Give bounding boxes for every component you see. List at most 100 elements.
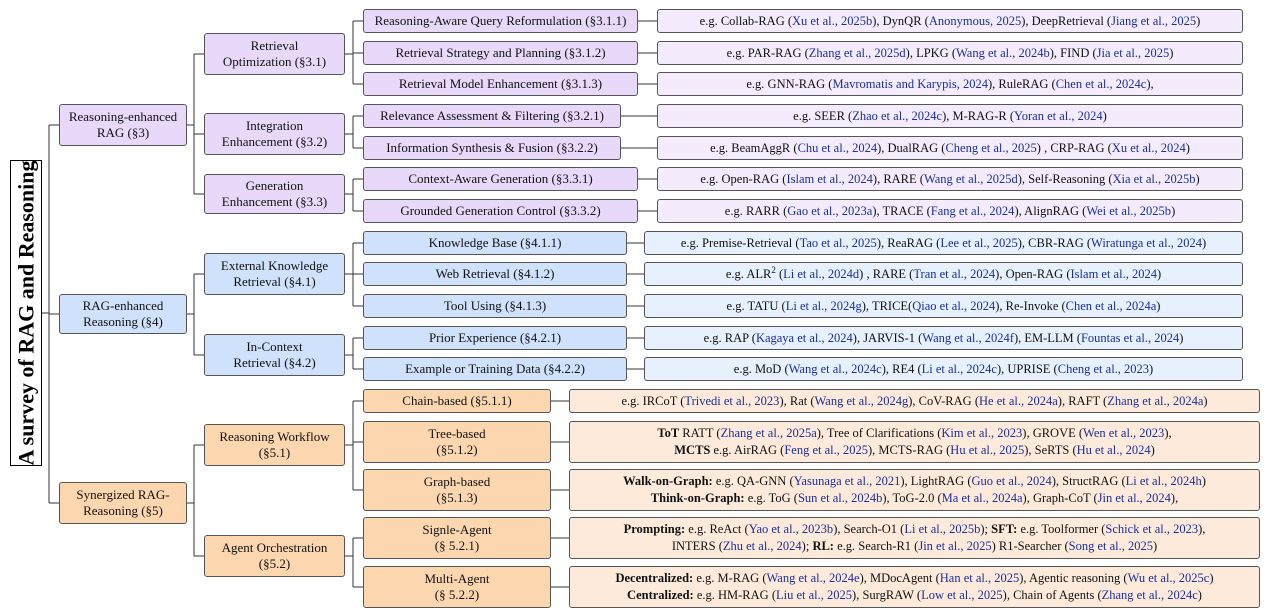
topic-node: Context-Aware Generation (§3.3.1) (363, 167, 638, 191)
topic-node: Knowledge Base (§4.1.1) (363, 231, 627, 255)
example-text: ), (1170, 491, 1179, 505)
citation: Chen et al., 2024a (1065, 298, 1157, 313)
citation: Schick et al., 2023 (1105, 522, 1199, 536)
example-text: ), SurgRAW ( (852, 588, 922, 602)
examples-box: e.g. SEER (Zhao et al., 2024c), M-RAG-R … (657, 104, 1243, 128)
example-text: ) (1209, 571, 1214, 585)
node-label-line: (§ 5.2.1) (434, 538, 480, 553)
node-label-line: Retrieval (§4.1) (233, 274, 316, 289)
topic-node: Tool Using (§4.1.3) (363, 294, 627, 318)
example-text: ) (1156, 266, 1162, 281)
citation: Li et al., 2024g (785, 298, 862, 313)
node-label-line: Retrieval (250, 38, 299, 53)
example-text: ) (1156, 298, 1161, 313)
citation: Guo et al., 2024 (971, 474, 1052, 488)
examples-row: e.g. ALR2 (Li et al., 2024d) , RARE (Tra… (725, 264, 1162, 283)
citation: Zhu et al., 2024 (722, 539, 802, 553)
example-text: e.g. Premise-Retrieval ( (680, 235, 800, 250)
topic-label: Information Synthesis & Fusion (§3.2.2) (386, 140, 598, 155)
examples-row: e.g. BeamAggR (Chu et al., 2024), DualRA… (710, 140, 1190, 157)
citation: Yoran et al., 2024 (1013, 108, 1103, 123)
examples-box: e.g. Open-RAG (Islam et al., 2024), RARE… (657, 167, 1243, 191)
example-text: ) , CRP-RAG ( (1036, 140, 1112, 155)
example-text: ), RuleRAG ( (988, 76, 1056, 91)
example-text: e.g. ReAct ( (685, 522, 749, 536)
citation: Zhao et al., 2024c (852, 108, 943, 123)
example-text: ) (1203, 393, 1208, 408)
citation: Hu et al., 2024 (1076, 443, 1151, 457)
citation: Tran et al., 2024 (913, 266, 996, 281)
citation: Li et al., 2024c (921, 361, 997, 376)
example-text: ) (1150, 443, 1155, 457)
node-label-line: Agent Orchestration (221, 540, 328, 555)
example-text: ) (1169, 45, 1174, 60)
example-text: RATT ( (679, 426, 721, 440)
node-label-line: (§5.2) (258, 556, 291, 571)
example-text: ), RE4 ( (881, 361, 922, 376)
examples-row: Think-on-Graph: e.g. ToG (Sun et al., 20… (651, 490, 1178, 507)
topic-label: Knowledge Base (§4.1.1) (428, 235, 562, 250)
example-text: e.g. GNN-RAG ( (746, 76, 833, 91)
topic-node: Example or Training Data (§4.2.2) (363, 357, 627, 381)
examples-row: e.g. PAR-RAG (Zhang et al., 2025d), LPKG… (727, 45, 1174, 62)
example-text: ), DeepRetrieval ( (1021, 13, 1112, 28)
examples-row: e.g. Premise-Retrieval (Tao et al., 2025… (681, 235, 1206, 252)
example-text: ), Rat ( (779, 393, 815, 408)
example-text: e.g. M-RAG ( (693, 571, 767, 585)
node-label-line: (§5.1.2) (436, 442, 478, 457)
topic-label: Example or Training Data (§4.2.2) (405, 361, 585, 376)
example-text: ), Self-Reasoning ( (1017, 171, 1113, 186)
citation: Wei et al., 2025b (1086, 203, 1172, 218)
example-text: e.g. Toolformer ( (1017, 522, 1106, 536)
example-text: e.g. Search-R1 ( (833, 539, 919, 553)
topic-label: Retrieval Model Enhancement (§3.1.3) (398, 76, 603, 91)
examples-box: e.g. PAR-RAG (Zhang et al., 2025d), LPKG… (657, 41, 1243, 65)
example-text: ); (801, 539, 813, 553)
example-text: ), DynQR ( (872, 13, 929, 28)
node-label-line: Reasoning-enhanced (68, 109, 178, 124)
node-label-line: RAG (§3) (96, 125, 150, 140)
examples-box: Walk-on-Graph: e.g. QA-GNN (Yasunaga et … (569, 469, 1260, 511)
citation: Wang et al., 2024c (788, 361, 882, 376)
example-text: ), FIND ( (1049, 45, 1097, 60)
examples-row: e.g. GNN-RAG (Mavromatis and Karypis, 20… (746, 76, 1153, 93)
subsection-node: Integration Enhancement (§3.2) (204, 113, 345, 155)
section-node: RAG-enhanced Reasoning (§4) (59, 294, 187, 334)
citation: Jin et al., 2024 (1097, 491, 1171, 505)
node-label-line: (§5.1.3) (436, 490, 478, 505)
category-label: RL: (812, 539, 834, 553)
node-label-line: (§5.1) (258, 445, 291, 460)
example-text: ), UPRISE ( (996, 361, 1058, 376)
example-text: ), (1164, 426, 1172, 440)
node-label-line: Integration (245, 118, 304, 133)
topic-node: Retrieval Strategy and Planning (§3.1.2) (363, 41, 638, 65)
example-text: ), Tree of Clarifications ( (816, 426, 942, 440)
example-text: 2 (771, 264, 776, 275)
citation: He et al., 2024a (979, 393, 1058, 408)
node-label-line: Reasoning (§5) (83, 503, 163, 518)
example-text: ), Chain of Agents ( (1002, 588, 1102, 602)
node-label-line: Optimization (§3.1) (222, 54, 327, 69)
topic-node: Prior Experience (§4.2.1) (363, 326, 627, 350)
topic-node: Chain-based (§5.1.1) (363, 389, 551, 413)
node-label-line: Enhancement (§3.3) (221, 194, 328, 209)
citation: Xia et al., 2025b (1112, 171, 1196, 186)
topic-node: Relevance Assessment & Filtering (§3.2.1… (363, 104, 621, 128)
example-text: ) (1179, 330, 1184, 345)
citation: Trivedi et al., 2023 (684, 393, 780, 408)
citation: Tao et al., 2025 (799, 235, 877, 250)
citation: Islam et al., 2024 (786, 171, 873, 186)
examples-row: MCTS e.g. AirRAG (Feng et al., 2025), MC… (674, 442, 1155, 459)
citation: Fang et al., 2024 (930, 203, 1015, 218)
examples-box: e.g. ALR2 (Li et al., 2024d) , RARE (Tra… (644, 262, 1243, 286)
citation: Chen et al., 2024c (1055, 76, 1147, 91)
citation: Fountas et al., 2024 (1080, 330, 1180, 345)
examples-row: ToT RATT (Zhang et al., 2025a), Tree of … (657, 425, 1171, 442)
example-text: ), (1146, 76, 1154, 91)
node-label-line: In-Context (246, 339, 303, 354)
example-text: ), GROVE ( (1022, 426, 1084, 440)
example-text: e.g. ALR (725, 266, 772, 281)
example-text: ), RARE ( (872, 171, 924, 186)
examples-box: Decentralized: e.g. M-RAG (Wang et al., … (569, 566, 1260, 608)
examples-box: e.g. GNN-RAG (Mavromatis and Karypis, 20… (657, 72, 1243, 96)
